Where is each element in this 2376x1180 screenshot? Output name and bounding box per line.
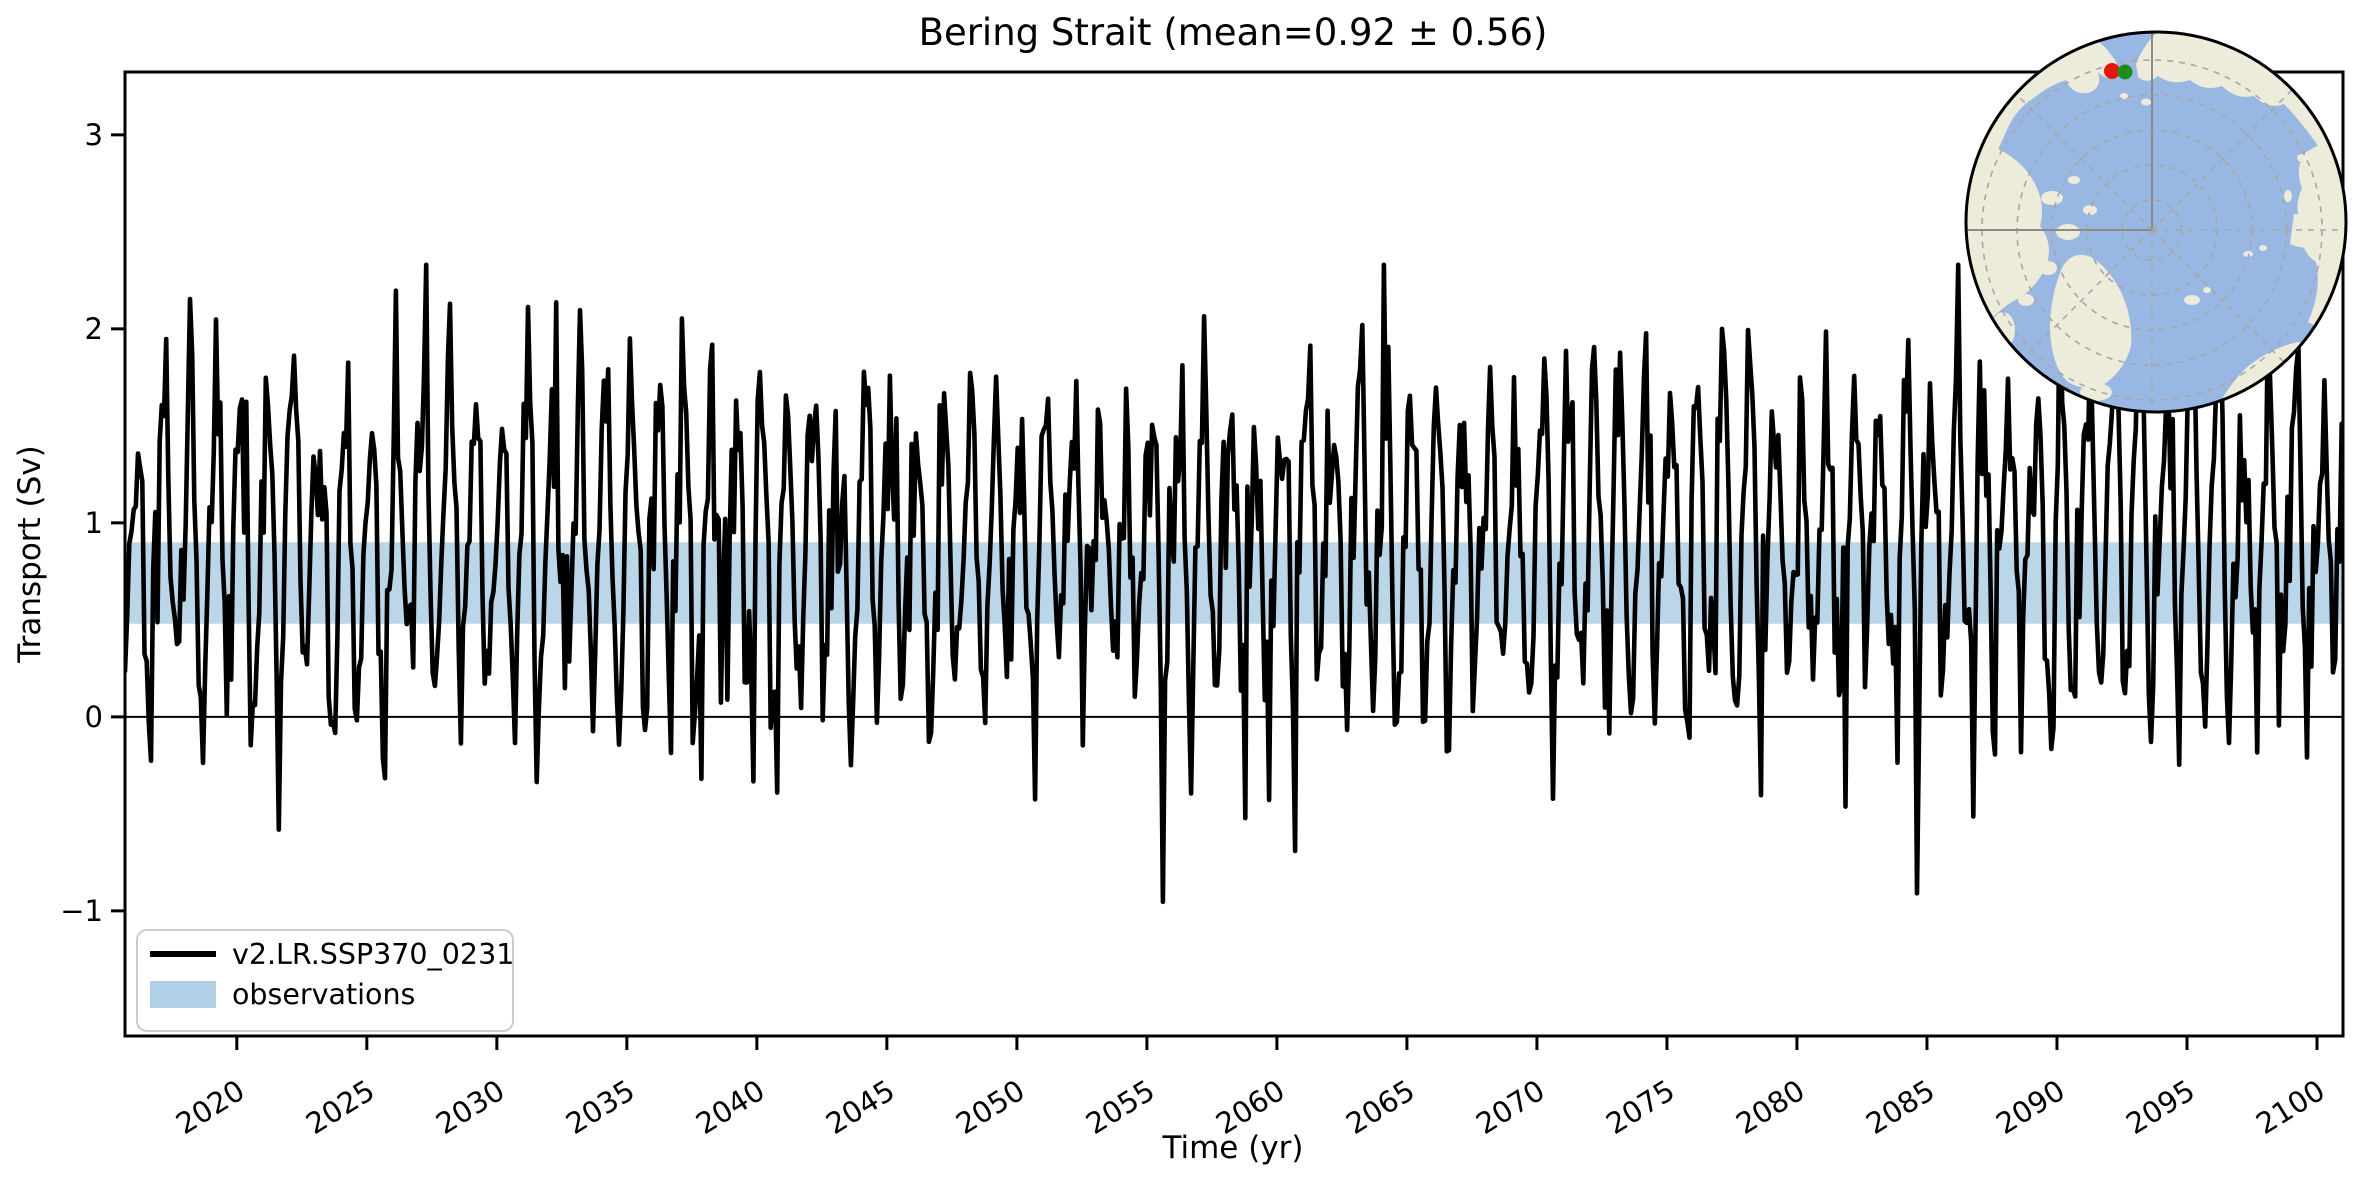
map-meridian: [2010, 229, 2153, 372]
map-island: [1991, 312, 2015, 348]
y-tick-label: −1: [60, 894, 103, 928]
legend: v2.LR.SSP370_0231 observations: [136, 929, 514, 1032]
x-tick-label: 2080: [1730, 1073, 1811, 1141]
map-meridian: [2151, 229, 2294, 372]
legend-label-observations: observations: [232, 978, 415, 1011]
y-tick-label: 3: [85, 118, 103, 152]
x-tick-label: 2040: [690, 1073, 771, 1141]
x-tick-label: 2090: [1990, 1073, 2071, 1141]
map-island: [2259, 245, 2267, 251]
map-island: [2083, 205, 2097, 215]
map-meridian: [2151, 88, 2294, 231]
map-land: [2290, 214, 2332, 248]
map-island: [2041, 191, 2063, 205]
map-island: [2203, 287, 2211, 293]
x-tick-label: 2025: [300, 1073, 381, 1141]
transport-series: [125, 262, 2343, 905]
y-tick-label: 0: [85, 700, 103, 734]
map-island: [2068, 176, 2080, 184]
x-tick-label: 2030: [430, 1073, 511, 1141]
map-island: [2080, 383, 2112, 401]
x-tick-label: 2100: [2250, 1073, 2331, 1141]
map-island: [2018, 294, 2034, 306]
map-island: [2297, 154, 2307, 162]
legend-box: [136, 929, 514, 1032]
x-axis: 2020 2025 2030 2035 2040 2045 2050 2055 2060 2065…: [170, 1036, 2331, 1141]
x-tick-label: 2095: [2120, 1073, 2201, 1141]
map-island: [2184, 295, 2200, 305]
x-tick-label: 2065: [1340, 1073, 1421, 1141]
x-axis-label: Time (yr): [1162, 1130, 1304, 1166]
map-island: [2039, 261, 2057, 275]
model-site-marker: [2117, 64, 2133, 80]
y-axis-label: Transport (Sv): [12, 445, 48, 664]
x-tick-label: 2075: [1600, 1073, 1681, 1141]
map-island: [2120, 93, 2128, 99]
legend-patch-swatch: [150, 981, 216, 1008]
map-border: [1964, 30, 2348, 414]
map-land: [2050, 254, 2132, 388]
x-tick-label: 2085: [1860, 1073, 1941, 1141]
x-tick-label: 2045: [820, 1073, 901, 1141]
y-tick-label: 1: [85, 506, 103, 540]
transport-line: [125, 262, 2343, 905]
map-island: [2141, 98, 2151, 106]
map-island: [2056, 224, 2080, 240]
map-island: [2243, 251, 2253, 257]
y-axis: −1 0 1 2 3: [60, 118, 125, 928]
x-tick-label: 2035: [560, 1073, 641, 1141]
map-island: [2284, 190, 2292, 202]
map-meridian: [2010, 88, 2153, 231]
plot-area: [123, 70, 2345, 1038]
y-tick-label: 2: [85, 312, 103, 346]
observation-site-marker: [2104, 63, 2120, 79]
x-tick-label: 2050: [950, 1073, 1031, 1141]
x-tick-label: 2020: [170, 1073, 251, 1141]
x-tick-label: 2070: [1470, 1073, 1551, 1141]
chart-title: Bering Strait (mean=0.92 ± 0.56): [919, 11, 1548, 54]
x-tick-label: 2055: [1080, 1073, 1161, 1141]
axes-frame: [123, 70, 2345, 1038]
legend-label-model: v2.LR.SSP370_0231: [232, 938, 514, 971]
